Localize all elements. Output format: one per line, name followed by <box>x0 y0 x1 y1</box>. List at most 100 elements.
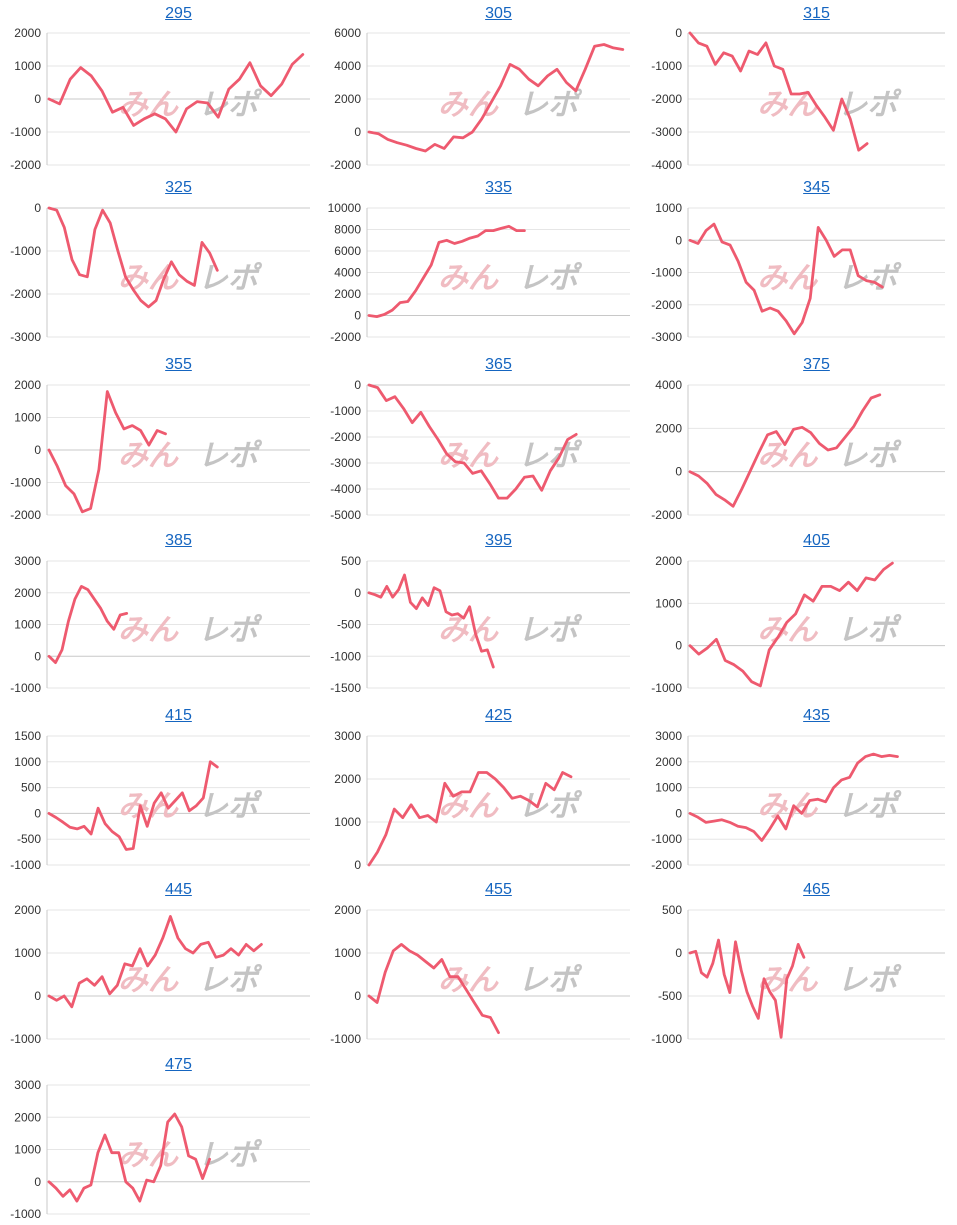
y-tick-label: 500 <box>21 781 41 795</box>
watermark-text-red: みん <box>118 614 179 647</box>
y-tick-label: 8000 <box>334 223 361 237</box>
watermark-text-red: みん <box>438 614 499 647</box>
watermark-text-red: みん <box>438 790 499 823</box>
chart-panel-465: 465 500 0 -500 -1000 みん レポ <box>640 877 956 1049</box>
chart-title-link[interactable]: 415 <box>165 707 192 724</box>
watermark-text-gray: レポ <box>518 262 583 295</box>
series-line <box>47 206 219 309</box>
watermark-logo: みん レポ <box>757 262 902 295</box>
watermark-text-red: みん <box>118 1139 179 1172</box>
y-tick-label: -2000 <box>651 858 682 872</box>
y-tick-label: -500 <box>17 832 41 846</box>
y-tick-label: 1000 <box>14 755 41 769</box>
y-tick-label: 2000 <box>334 772 361 786</box>
watermark-logo: みん レポ <box>118 1139 263 1172</box>
y-tick-label: 0 <box>34 201 41 215</box>
line-chart-svg: 1000 0 -1000 -2000 -3000 みん レポ <box>651 201 945 344</box>
line-chart-svg: 500 0 -500 -1000 -1500 みん レポ <box>330 554 630 695</box>
y-tick-label: 0 <box>34 806 41 820</box>
watermark-text-gray: レポ <box>837 262 902 295</box>
chart-title-link[interactable]: 295 <box>165 5 192 22</box>
series-line <box>47 760 219 851</box>
line-chart-svg: 500 0 -500 -1000 みん レポ <box>651 903 945 1046</box>
y-tick-label: -2000 <box>10 287 41 301</box>
y-tick-label: 2000 <box>655 755 682 769</box>
y-tick-label: -500 <box>337 618 361 632</box>
y-tick-label: -1000 <box>651 266 682 280</box>
y-tick-label: 4000 <box>334 266 361 280</box>
chart-title-link[interactable]: 475 <box>165 1056 192 1073</box>
chart-title-link[interactable]: 465 <box>803 881 830 898</box>
y-tick-label: 0 <box>354 378 361 392</box>
chart-panel-355: 355 2000 1000 0 -1000 -2000 みん レポ <box>0 352 316 524</box>
y-tick-label: 2000 <box>334 903 361 917</box>
line-chart-svg: 2000 1000 0 -1000 みん レポ <box>10 903 310 1046</box>
y-tick-label: -1000 <box>10 681 41 695</box>
chart-title-link[interactable]: 425 <box>485 707 512 724</box>
chart-title-link[interactable]: 305 <box>485 5 512 22</box>
chart-panel-445: 445 2000 1000 0 -1000 みん レポ <box>0 877 316 1049</box>
watermark-text-gray: レポ <box>518 440 583 473</box>
watermark-logo: みん レポ <box>757 790 902 823</box>
chart-title-link[interactable]: 355 <box>165 356 192 373</box>
watermark-text-red: みん <box>118 964 179 997</box>
chart-panel-375: 375 4000 2000 0 -2000 みん レポ <box>640 352 956 524</box>
y-tick-label: 3000 <box>655 729 682 743</box>
y-tick-label: -2000 <box>330 430 361 444</box>
series-line <box>47 390 167 514</box>
y-tick-label: 2000 <box>334 92 361 106</box>
y-tick-label: 1000 <box>655 596 682 610</box>
chart-title-link[interactable]: 315 <box>803 5 830 22</box>
chart-title-link[interactable]: 435 <box>803 707 830 724</box>
y-tick-label: 0 <box>675 233 682 247</box>
series-line <box>367 771 573 867</box>
watermark-text-gray: レポ <box>518 614 583 647</box>
y-tick-label: 3000 <box>14 554 41 568</box>
chart-panel-395: 395 500 0 -500 -1000 -1500 みん レポ <box>322 528 638 700</box>
watermark-logo: みん レポ <box>118 262 263 295</box>
watermark-logo: みん レポ <box>757 440 902 473</box>
chart-panel-345: 345 1000 0 -1000 -2000 -3000 みん レポ <box>640 175 956 347</box>
series-line <box>688 752 899 842</box>
y-tick-label: 500 <box>662 903 682 917</box>
watermark-text-red: みん <box>757 262 818 295</box>
y-tick-label: -1000 <box>10 858 41 872</box>
watermark-logo: みん レポ <box>757 964 902 997</box>
y-tick-label: -3000 <box>10 330 41 344</box>
y-tick-label: -1000 <box>651 832 682 846</box>
series-line <box>367 43 625 153</box>
chart-title-link[interactable]: 365 <box>485 356 512 373</box>
y-tick-label: 0 <box>354 586 361 600</box>
watermark-text-gray: レポ <box>837 964 902 997</box>
watermark-logo: みん レポ <box>438 790 583 823</box>
chart-title-link[interactable]: 335 <box>485 179 512 196</box>
series-line <box>367 383 578 500</box>
chart-title-link[interactable]: 445 <box>165 881 192 898</box>
watermark-text-gray: レポ <box>518 89 583 122</box>
line-chart-svg: 0 -1000 -2000 -3000 -4000 みん レポ <box>651 26 945 172</box>
y-tick-label: -3000 <box>330 456 361 470</box>
y-tick-label: 2000 <box>14 26 41 40</box>
chart-title-link[interactable]: 395 <box>485 532 512 549</box>
chart-title-link[interactable]: 375 <box>803 356 830 373</box>
y-tick-label: 1000 <box>14 59 41 73</box>
watermark-logo: みん レポ <box>118 440 263 473</box>
y-tick-label: 0 <box>354 309 361 323</box>
y-tick-label: 1000 <box>334 946 361 960</box>
y-tick-label: 6000 <box>334 244 361 258</box>
y-tick-label: 0 <box>34 649 41 663</box>
y-tick-label: 2000 <box>14 903 41 917</box>
chart-panel-325: 325 0 -1000 -2000 -3000 みん レポ <box>0 175 316 347</box>
chart-title-link[interactable]: 345 <box>803 179 830 196</box>
line-chart-svg: 4000 2000 0 -2000 みん レポ <box>651 378 945 522</box>
y-tick-label: 0 <box>34 1175 41 1189</box>
chart-title-link[interactable]: 385 <box>165 532 192 549</box>
y-tick-label: -1000 <box>330 649 361 663</box>
chart-title-link[interactable]: 405 <box>803 532 830 549</box>
chart-panel-365: 365 0 -1000 -2000 -3000 -4000 -5000 みん レポ <box>322 352 638 524</box>
watermark-text-red: みん <box>757 790 818 823</box>
chart-title-link[interactable]: 325 <box>165 179 192 196</box>
y-tick-label: -1500 <box>330 681 361 695</box>
chart-title-link[interactable]: 455 <box>485 881 512 898</box>
watermark-text-gray: レポ <box>198 614 263 647</box>
